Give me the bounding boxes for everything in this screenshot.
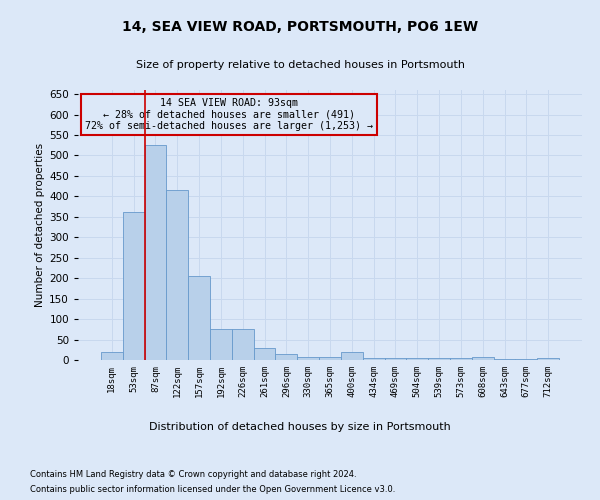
Text: 14, SEA VIEW ROAD, PORTSMOUTH, PO6 1EW: 14, SEA VIEW ROAD, PORTSMOUTH, PO6 1EW [122,20,478,34]
Text: Distribution of detached houses by size in Portsmouth: Distribution of detached houses by size … [149,422,451,432]
Bar [166,190,188,360]
Bar [515,359,537,360]
Bar [188,276,210,360]
Text: Contains HM Land Registry data © Crown copyright and database right 2024.: Contains HM Land Registry data © Crown c… [30,470,356,479]
Bar [494,359,515,360]
Bar [363,358,385,360]
Bar [472,356,494,360]
Y-axis label: Number of detached properties: Number of detached properties [35,143,45,307]
Bar [254,348,275,360]
Bar [232,330,254,360]
Bar [385,358,406,360]
Bar [537,358,559,360]
Bar [428,358,450,360]
Bar [341,352,363,360]
Text: Contains public sector information licensed under the Open Government Licence v3: Contains public sector information licen… [30,485,395,494]
Bar [450,358,472,360]
Bar [297,356,319,360]
Text: 14 SEA VIEW ROAD: 93sqm
← 28% of detached houses are smaller (491)
72% of semi-d: 14 SEA VIEW ROAD: 93sqm ← 28% of detache… [85,98,373,132]
Bar [101,352,123,360]
Bar [123,212,145,360]
Bar [145,145,166,360]
Text: Size of property relative to detached houses in Portsmouth: Size of property relative to detached ho… [136,60,464,70]
Bar [210,330,232,360]
Bar [275,354,297,360]
Bar [406,358,428,360]
Bar [319,356,341,360]
